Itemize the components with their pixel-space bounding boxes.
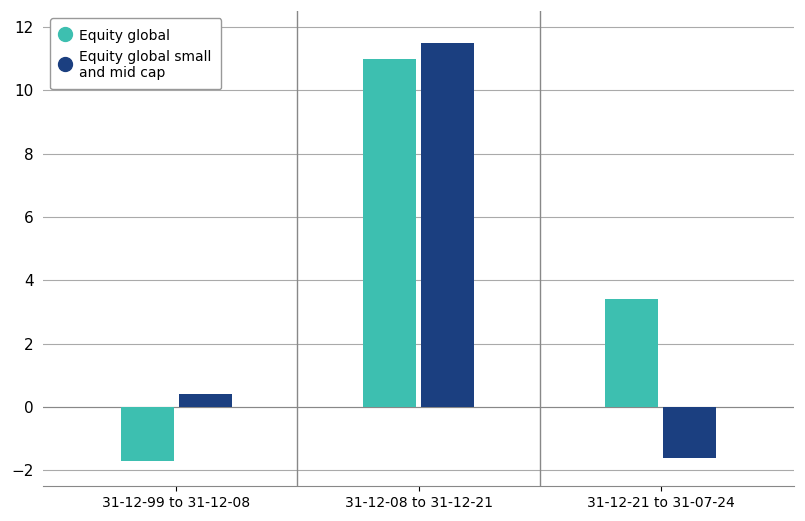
Bar [605, 299, 658, 407]
Bar [663, 407, 716, 457]
Legend: Equity global, Equity global small
and mid cap: Equity global, Equity global small and m… [50, 18, 221, 90]
Bar [179, 394, 232, 407]
Bar [363, 59, 416, 407]
Bar [421, 43, 474, 407]
Bar [121, 407, 174, 461]
